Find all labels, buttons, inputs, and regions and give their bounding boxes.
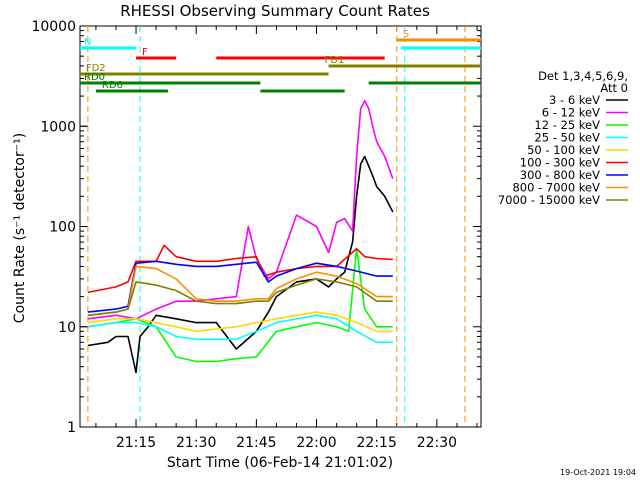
legend-label: 100 - 300 keV bbox=[520, 156, 600, 170]
flag-bar-label: FD2 bbox=[86, 63, 106, 74]
series-line bbox=[87, 155, 394, 374]
series-line bbox=[87, 99, 394, 320]
legend-label: 3 - 6 keV bbox=[549, 93, 600, 107]
legend-label: 50 - 100 keV bbox=[527, 143, 600, 157]
y-tick-label: 10000 bbox=[31, 19, 76, 35]
x-tick-label: 21:15 bbox=[116, 435, 156, 451]
y-tick-label: 1 bbox=[67, 420, 76, 436]
flag-bar-label: N bbox=[84, 37, 91, 48]
series-lines bbox=[87, 99, 394, 374]
legend-label: 12 - 25 keV bbox=[534, 118, 600, 132]
timestamp-label: 19-Oct-2021 19:04 bbox=[560, 468, 636, 477]
series-line bbox=[87, 314, 393, 344]
flag-bar-label: S bbox=[403, 29, 409, 40]
legend-label: 300 - 800 keV bbox=[520, 168, 600, 182]
legend-title-line-1: Det 1,3,4,5,6,9, bbox=[538, 69, 628, 83]
vertical-markers bbox=[87, 26, 466, 427]
x-axis: 21:15 21:30 21:45 22:00 22:15 22:30 bbox=[95, 26, 478, 451]
flag-bar-label: FD1 bbox=[325, 55, 345, 66]
series-line bbox=[87, 265, 393, 317]
flag-bar-label: RD6 bbox=[102, 80, 123, 91]
x-tick-label: 21:30 bbox=[176, 435, 216, 451]
y-tick-label: 100 bbox=[49, 220, 76, 236]
legend-label: 6 - 12 keV bbox=[542, 106, 600, 120]
y-tick-label: 10 bbox=[58, 320, 76, 336]
y-tick-label: 1000 bbox=[40, 119, 76, 135]
series-line bbox=[87, 278, 393, 317]
legend-label: 800 - 7000 keV bbox=[512, 181, 600, 195]
legend-label: 25 - 50 keV bbox=[534, 131, 600, 145]
x-axis-label: Start Time (06-Feb-14 21:01:02) bbox=[167, 455, 393, 471]
y-axis: 1 10 100 1000 10000 bbox=[31, 19, 481, 436]
y-axis-label: Count Rate (s⁻¹ detector⁻¹) bbox=[12, 133, 28, 323]
flag-bar-label: F bbox=[142, 47, 148, 58]
legend-label: 7000 - 15000 keV bbox=[498, 193, 600, 207]
legend-title-line-2: Att 0 bbox=[600, 81, 628, 95]
x-tick-label: 22:00 bbox=[296, 435, 336, 451]
series-line bbox=[87, 311, 393, 333]
flag-bar-label: RD0 bbox=[84, 72, 105, 83]
chart-title: RHESSI Observing Summary Count Rates bbox=[120, 2, 430, 20]
series-line bbox=[87, 244, 393, 294]
x-tick-label: 21:45 bbox=[236, 435, 276, 451]
x-tick-label: 22:15 bbox=[357, 435, 397, 451]
x-tick-label: 22:30 bbox=[417, 435, 457, 451]
